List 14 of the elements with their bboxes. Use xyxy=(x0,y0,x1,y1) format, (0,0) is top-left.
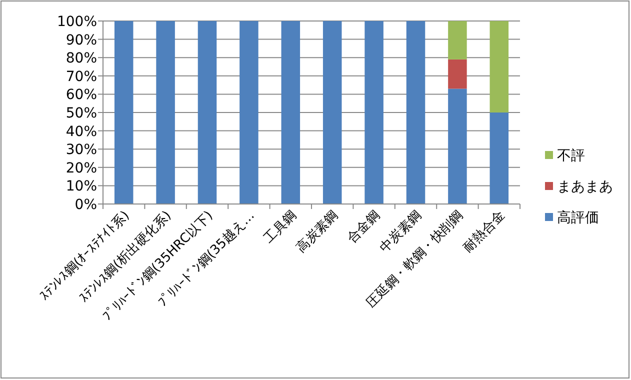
y-tick-label: 70% xyxy=(66,68,97,85)
y-tick-label: 10% xyxy=(66,178,97,195)
legend-label: まあまあ xyxy=(557,179,613,195)
y-tick-label: 100% xyxy=(56,14,97,30)
y-tick-label: 80% xyxy=(66,50,97,67)
legend-label: 高評価 xyxy=(557,210,599,226)
y-tick-label: 30% xyxy=(66,142,97,158)
y-tick-label: 50% xyxy=(66,106,97,122)
y-tick-label: 20% xyxy=(66,160,97,176)
y-tick-label: 90% xyxy=(66,32,97,48)
legend-label: 不評 xyxy=(557,148,585,164)
y-tick-label: 40% xyxy=(66,124,97,140)
y-tick-label: 0% xyxy=(74,197,97,213)
y-tick-label: 60% xyxy=(66,87,97,104)
